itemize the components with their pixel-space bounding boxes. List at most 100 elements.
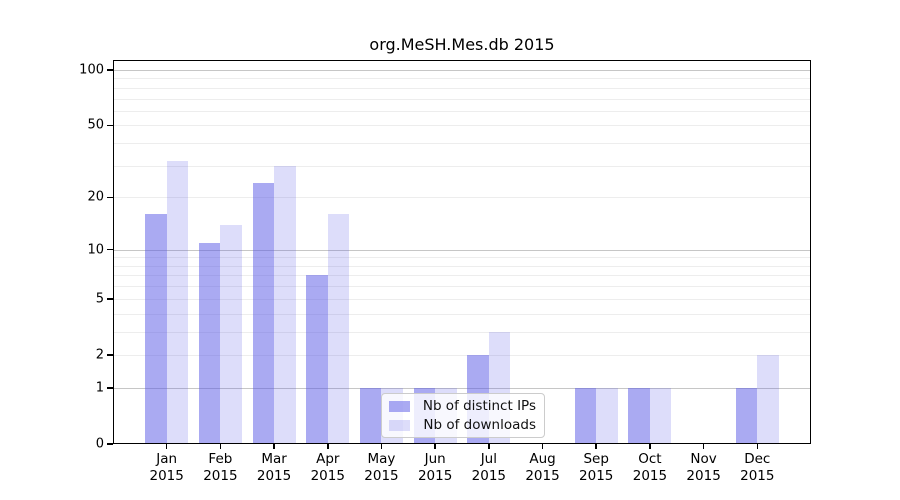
x-axis-tick-label: Sep 2015 — [566, 451, 626, 485]
legend-row-downloads: Nb of downloads — [389, 417, 536, 433]
bar-mar-nb-of-distinct-ips — [252, 183, 275, 444]
bar-jan-nb-of-downloads — [166, 160, 189, 444]
x-axis-tick — [649, 444, 651, 449]
y-axis-label: 0 — [95, 436, 104, 452]
legend-label-downloads: Nb of downloads — [423, 417, 536, 433]
y-axis-tick — [107, 248, 113, 251]
year-label: 2015 — [256, 468, 292, 484]
bar-apr-nb-of-distinct-ips — [306, 275, 328, 444]
x-axis-tick — [380, 444, 383, 449]
y-axis-tick — [107, 354, 113, 356]
major-gridline — [113, 69, 811, 71]
y-axis-tick — [107, 124, 113, 127]
minor-gridline — [113, 197, 811, 199]
minor-gridline — [113, 143, 811, 145]
minor-gridline — [113, 313, 811, 315]
x-axis-tick-label: Feb 2015 — [190, 451, 250, 485]
chart-title: org.MeSH.Mes.db 2015 — [369, 35, 555, 54]
year-label: 2015 — [310, 468, 345, 484]
minor-gridline — [113, 165, 811, 167]
y-axis-tick — [107, 443, 113, 445]
y-axis-tick — [107, 196, 113, 199]
minor-gridline — [113, 125, 811, 127]
x-axis-tick-label: May 2015 — [351, 451, 411, 485]
minor-gridline — [113, 275, 811, 277]
month-label: Mar — [261, 451, 287, 467]
month-label: Jun — [424, 451, 446, 467]
major-gridline — [113, 249, 811, 251]
year-label: 2015 — [203, 468, 238, 484]
x-axis-tick — [595, 444, 597, 449]
month-label: Dec — [744, 451, 771, 467]
legend-swatch-distinct-ips — [389, 400, 410, 412]
month-label: Aug — [529, 451, 556, 467]
bar-apr-nb-of-downloads — [327, 214, 350, 444]
legend: Nb of distinct IPs Nb of downloads — [381, 393, 545, 438]
x-axis-tick-label: Mar 2015 — [244, 451, 304, 485]
x-axis-tick — [541, 444, 544, 449]
x-axis-tick — [219, 444, 222, 449]
x-axis-tick-label: Oct 2015 — [620, 451, 680, 485]
bar-may-nb-of-distinct-ips — [359, 387, 382, 444]
minor-gridline — [113, 265, 811, 267]
legend-label-distinct-ips: Nb of distinct IPs — [422, 398, 536, 414]
x-axis-tick — [756, 444, 759, 449]
legend-row-distinct-ips: Nb of distinct IPs — [389, 398, 536, 414]
bar-dec-nb-of-downloads — [757, 354, 779, 444]
year-label: 2015 — [471, 468, 507, 484]
month-label: Jan — [156, 451, 178, 467]
x-axis-tick-label: Dec 2015 — [727, 451, 787, 485]
year-label: 2015 — [149, 468, 184, 484]
y-axis-label: 10 — [87, 242, 104, 258]
year-label: 2015 — [740, 468, 775, 484]
minor-gridline — [113, 87, 811, 89]
year-label: 2015 — [417, 468, 453, 484]
month-label: Apr — [316, 451, 340, 467]
bar-jan-nb-of-distinct-ips — [145, 214, 167, 444]
y-axis-label: 5 — [95, 291, 104, 307]
x-axis-tick-label: Apr 2015 — [298, 451, 358, 485]
bar-mar-nb-of-downloads — [274, 165, 296, 444]
y-axis-label: 1 — [95, 380, 104, 396]
year-label: 2015 — [525, 468, 560, 484]
y-axis-tick — [107, 298, 113, 300]
x-axis-tick-label: Jun 2015 — [405, 451, 465, 485]
minor-gridline — [113, 257, 811, 259]
month-label: May — [367, 451, 396, 467]
plot-area — [113, 60, 811, 444]
x-axis-tick-label: Aug 2015 — [513, 451, 573, 485]
x-axis-tick — [488, 444, 490, 449]
minor-gridline — [113, 298, 811, 300]
bar-feb-nb-of-downloads — [220, 224, 242, 444]
minor-gridline — [113, 354, 811, 356]
legend-swatch-downloads — [389, 419, 410, 431]
x-axis-tick-label: Jan 2015 — [137, 451, 197, 485]
y-axis-label: 100 — [79, 62, 104, 78]
x-axis-tick — [273, 444, 275, 449]
x-axis-tick — [434, 444, 436, 449]
minor-gridline — [113, 110, 811, 112]
month-label: Sep — [583, 451, 609, 467]
bar-dec-nb-of-distinct-ips — [735, 387, 758, 444]
y-axis-tick — [107, 69, 113, 71]
x-axis-tick-label: Nov 2015 — [674, 451, 734, 485]
month-label: Oct — [638, 451, 662, 467]
year-label: 2015 — [364, 468, 399, 484]
bar-oct-nb-of-distinct-ips — [628, 387, 650, 444]
bar-sep-nb-of-downloads — [596, 387, 618, 444]
month-label: Nov — [690, 451, 717, 467]
minor-gridline — [113, 98, 811, 100]
month-label: Jul — [480, 451, 497, 467]
y-axis-label: 50 — [87, 117, 104, 133]
bar-feb-nb-of-distinct-ips — [198, 242, 221, 444]
major-gridline — [113, 387, 811, 389]
year-label: 2015 — [686, 468, 721, 484]
y-axis-label: 20 — [87, 189, 104, 205]
minor-gridline — [113, 286, 811, 288]
year-label: 2015 — [579, 468, 614, 484]
minor-gridline — [113, 78, 811, 80]
month-label: Feb — [208, 451, 233, 467]
x-axis-tick — [327, 444, 329, 449]
y-axis-tick — [107, 387, 113, 389]
